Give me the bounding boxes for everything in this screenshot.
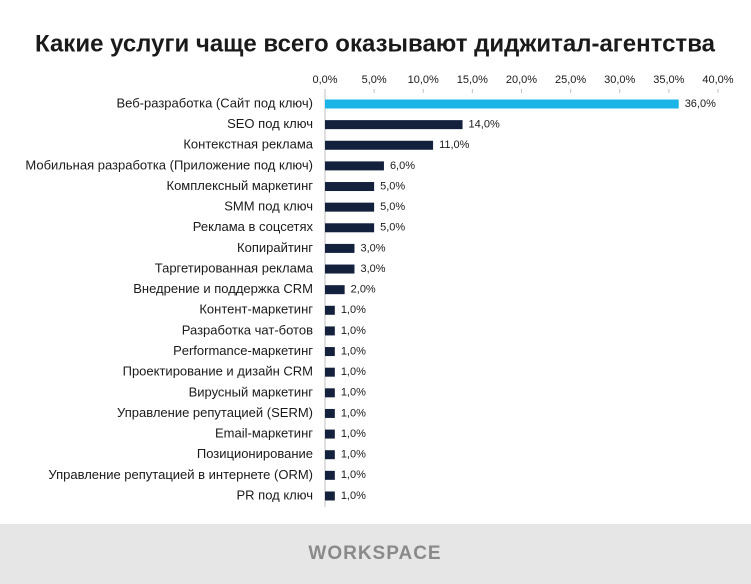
y-tick-label: Веб-разработка (Сайт под ключ) [116,95,313,110]
bar [325,140,434,150]
x-tick-label: 25,0% [555,74,586,86]
y-tick-label: SMM под ключ [224,199,313,214]
y-tick-label: SEO под ключ [227,116,313,131]
y-tick-label: Разработка чат-ботов [182,322,313,337]
x-tick-label: 5,0% [362,74,387,86]
y-tick-label: Реклама в соцсетях [193,219,314,234]
bar [325,450,335,460]
value-label: 1,0% [341,469,366,481]
y-tick-label: Мобильная разработка (Приложение под клю… [25,157,313,172]
y-tick-label: Контент-маркетинг [199,302,313,317]
footer-logo: WORKSPACE [308,543,441,564]
bar [325,388,335,398]
value-label: 1,0% [341,345,366,357]
bar [325,429,335,439]
x-tick-label: 30,0% [604,74,635,86]
value-label: 3,0% [360,242,385,254]
bar [325,264,355,274]
y-tick-label: Позиционирование [197,446,313,461]
y-tick-label: Проектирование и дизайн CRM [123,364,313,379]
bar [325,223,375,233]
chart-title: Какие услуги чаще всего оказывают диджит… [35,30,716,57]
value-label: 5,0% [380,222,405,234]
y-tick-label: Управление репутацией (SERM) [117,405,313,420]
value-label: 3,0% [360,263,385,275]
y-tick-label: PR под ключ [236,487,313,502]
value-label: 1,0% [341,366,366,378]
value-label: 14,0% [469,119,500,131]
bar [325,305,335,315]
bar [325,99,679,109]
bar [325,285,345,295]
x-tick-label: 40,0% [702,74,733,86]
y-tick-label: Управление репутацией в интернете (ORM) [48,467,313,482]
value-label: 2,0% [351,284,376,296]
value-label: 1,0% [341,387,366,399]
x-tick-label: 0,0% [312,74,337,86]
bar [325,470,335,480]
value-label: 1,0% [341,407,366,419]
x-tick-label: 35,0% [653,74,684,86]
value-label: 1,0% [341,325,366,337]
bar [325,161,384,171]
footer-band [0,524,751,584]
x-tick-label: 10,0% [408,74,439,86]
bar [325,491,335,501]
bar [325,408,335,418]
value-label: 11,0% [439,139,470,151]
bar [325,367,335,377]
value-label: 5,0% [380,201,405,213]
value-label: 1,0% [341,449,366,461]
value-label: 6,0% [390,160,415,172]
y-tick-label: Копирайтинг [237,240,313,255]
bar [325,326,335,336]
value-label: 1,0% [341,304,366,316]
bar [325,202,375,212]
x-tick-label: 20,0% [506,74,537,86]
value-label: 5,0% [380,180,405,192]
value-label: 36,0% [685,98,716,110]
bar [325,243,355,253]
y-tick-label: Контекстная реклама [183,137,313,152]
bar [325,347,335,357]
background [0,0,751,524]
value-label: 1,0% [341,428,366,440]
y-tick-label: Вирусный маркетинг [189,384,314,399]
y-tick-label: Внедрение и поддержка CRM [133,281,313,296]
y-tick-label: Performance-маркетинг [173,343,313,358]
y-tick-label: Email-маркетинг [215,426,313,441]
y-tick-label: Таргетированная реклама [155,260,314,275]
bar [325,120,463,130]
y-tick-label: Комплексный маркетинг [167,178,314,193]
value-label: 1,0% [341,490,366,502]
bar [325,182,375,192]
x-tick-label: 15,0% [457,74,488,86]
